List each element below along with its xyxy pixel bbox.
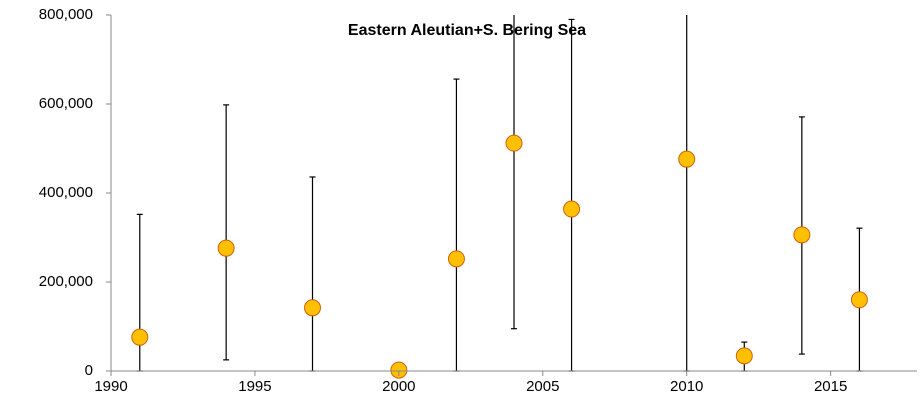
point	[850, 291, 868, 309]
point	[735, 347, 753, 365]
point	[793, 226, 811, 244]
x-tick-label: 2015	[814, 378, 847, 395]
chart-title: Eastern Aleutian+S. Bering Sea	[348, 22, 586, 39]
point	[304, 299, 321, 317]
error-bar	[683, 15, 690, 372]
error-bar	[568, 18, 575, 372]
x-tick-label: 2010	[670, 378, 703, 395]
y-tick-label: 800,000	[39, 6, 93, 23]
point	[505, 134, 523, 152]
points	[131, 134, 868, 379]
x-tick-label: 1990	[94, 378, 127, 395]
error-bar	[453, 78, 460, 372]
point	[131, 328, 149, 346]
y-tick-label: 400,000	[39, 184, 93, 201]
y-tick-label: 600,000	[39, 95, 93, 112]
x-tick-label: 2000	[382, 378, 415, 395]
point	[563, 200, 581, 218]
error-bar	[309, 176, 316, 372]
x-tick-label: 1995	[238, 378, 271, 395]
x-tick-label: 2005	[526, 378, 559, 395]
point	[678, 150, 696, 168]
y-tick-label: 0	[85, 362, 93, 379]
point	[447, 250, 465, 268]
error-bar	[136, 213, 143, 372]
point	[217, 239, 235, 257]
error-bar	[511, 15, 517, 330]
error-bar	[223, 104, 230, 361]
y-tick-label: 200,000	[39, 273, 93, 290]
error-bars	[136, 15, 863, 372]
point	[390, 361, 408, 379]
